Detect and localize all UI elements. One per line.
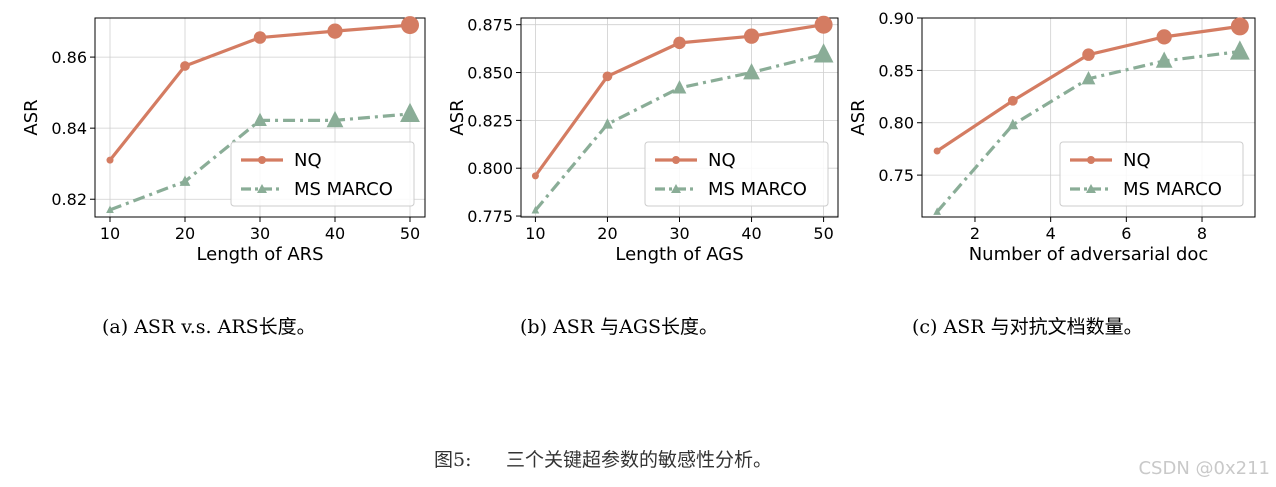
data-point [1007,118,1019,130]
x-tick-label: 6 [1121,224,1131,243]
data-point [401,16,419,35]
data-point [1155,51,1173,68]
legend-label: MS MARCO [294,179,393,200]
data-point [400,102,420,123]
x-axis-title: Length of AGS [615,244,743,265]
data-point [813,43,834,63]
x-tick-label: 30 [669,224,689,243]
legend-marker [258,156,266,164]
x-axis-title: Number of adversarial doc [969,244,1209,265]
series-nq [933,17,1249,155]
y-tick-label: 0.84 [51,119,87,138]
data-point [106,205,114,214]
x-tick-label: 40 [325,224,345,243]
y-tick-label: 0.850 [467,64,513,83]
x-tick-label: 10 [525,224,545,243]
series-ms-marco [106,102,420,214]
series-line [936,24,1241,153]
figure-caption-label: 图5: [434,449,472,471]
legend-label: NQ [294,150,322,171]
series-nq [531,15,833,180]
data-point [602,118,613,129]
data-point [933,147,941,155]
x-tick-label: 30 [250,224,270,243]
y-axis-title: ASR [447,99,468,135]
sub-caption: (c) ASR 与对抗文档数量。 [912,316,1143,338]
legend: NQ MS MARCO [644,141,829,207]
x-tick-label: 50 [400,224,420,243]
y-axis-title: ASR [848,99,869,135]
legend-label: NQ [1123,150,1151,171]
legend-label: MS MARCO [1123,179,1222,200]
data-point [1007,95,1018,106]
x-tick-label: 10 [100,224,120,243]
watermark: CSDN @0x211 [1138,458,1270,479]
data-point [327,23,343,39]
x-tick-label: 2 [970,224,980,243]
chart-panel-3: 2 4 6 8 0.75 0.80 0.85 0.90 Number of adversaria… [848,9,1256,338]
x-tick-label: 4 [1046,224,1056,243]
series-ms-marco [933,40,1250,215]
data-point [814,15,833,34]
x-axis-title: Length of ARS [196,244,323,265]
data-point [1229,40,1250,60]
y-tick-label: 0.86 [51,48,87,67]
figure-caption-text: 三个关键超参数的敏感性分析。 [506,449,772,471]
y-tick-label: 0.800 [467,159,513,178]
data-point [743,63,760,80]
legend-label: MS MARCO [708,179,807,200]
data-point [672,80,687,94]
chart-panel-2: 10 20 30 40 50 0.775 0.800 0.825 0.850 0.875 Lengt… [447,15,839,338]
y-tick-label: 0.875 [467,16,513,35]
plot-frame [921,17,1256,218]
data-point [326,110,344,128]
data-point [531,172,539,180]
data-point [743,28,760,44]
legend-label: NQ [708,150,736,171]
data-point [180,61,190,71]
data-point [253,31,267,44]
y-tick-label: 0.825 [467,111,513,130]
y-tick-label: 0.82 [51,190,87,209]
x-tick-label: 8 [1197,224,1207,243]
data-point [1230,17,1249,36]
data-point [673,36,686,50]
data-point [106,156,114,164]
series-ms-marco [531,43,834,214]
chart-panels: 10 20 30 40 50 0.82 0.84 0.86 Length of ARS ASR NQ… [21,9,1256,338]
sub-caption: (b) ASR 与AGS长度。 [520,316,718,338]
y-tick-label: 0.90 [878,9,914,28]
legend-marker [1086,184,1096,193]
data-point [933,207,941,215]
legend-marker [257,184,267,193]
legend-marker [671,184,681,193]
y-tick-label: 0.80 [878,114,914,133]
data-point [531,205,540,214]
data-point [179,175,191,186]
legend: NQ MS MARCO [230,141,415,207]
x-tick-label: 50 [813,224,833,243]
x-tick-label: 20 [175,224,195,243]
data-point [602,71,613,82]
x-tick-label: 40 [741,224,761,243]
legend: NQ MS MARCO [1059,141,1244,207]
legend-marker [1087,156,1095,164]
sub-caption: (a) ASR v.s. ARS长度。 [102,316,316,338]
x-tick-label: 20 [597,224,617,243]
y-tick-label: 0.85 [878,61,914,80]
data-point [1156,29,1172,45]
y-tick-label: 0.75 [878,166,914,185]
data-point [1082,48,1095,61]
data-point [1081,70,1096,85]
legend-marker [672,156,680,164]
data-point [253,112,267,126]
y-axis-title: ASR [21,99,42,135]
chart-panel-1: 10 20 30 40 50 0.82 0.84 0.86 Length of ARS ASR NQ… [21,16,426,338]
y-tick-label: 0.775 [467,207,513,226]
series-nq [106,16,419,164]
